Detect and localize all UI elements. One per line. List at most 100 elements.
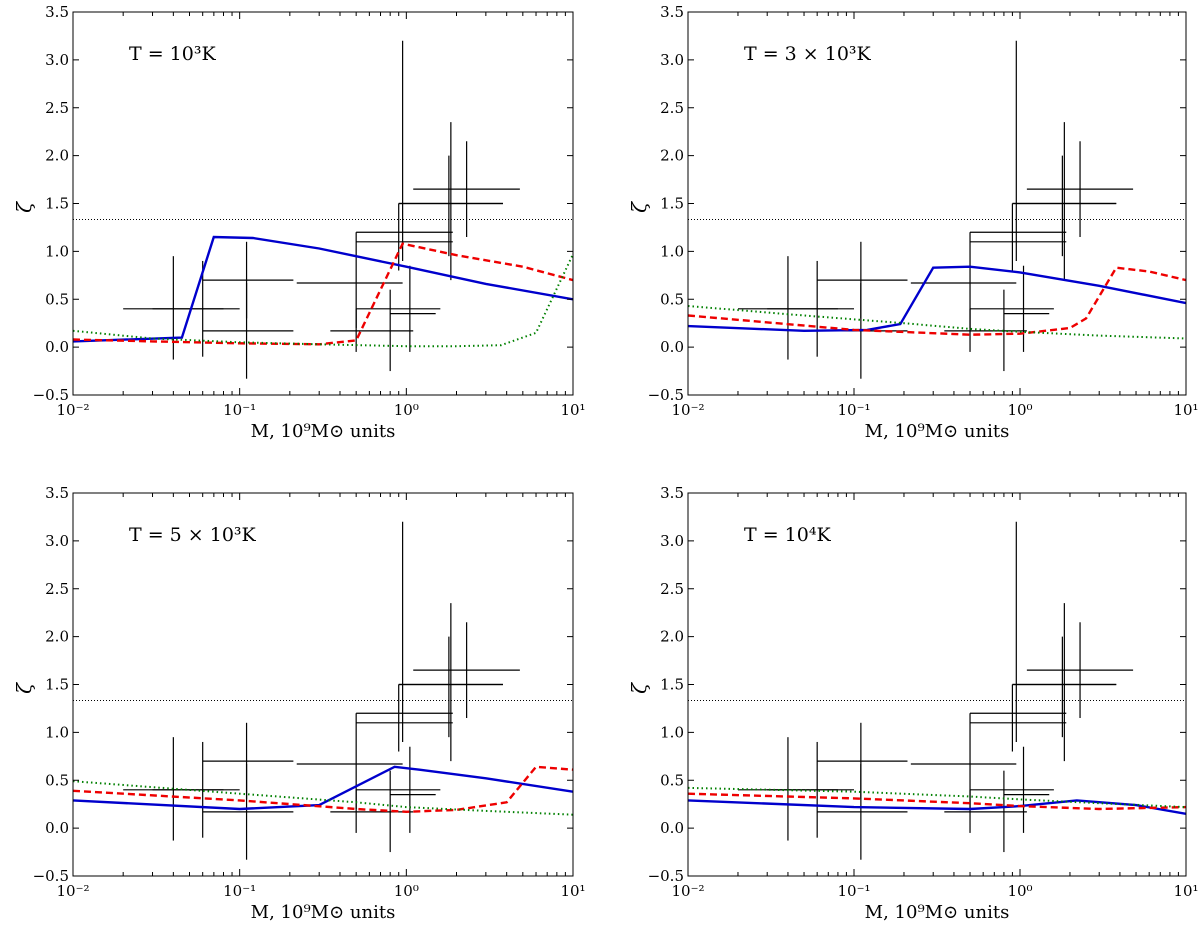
observation-point: [390, 746, 436, 833]
observation-point: [356, 203, 453, 271]
series-line-solid: [73, 765, 573, 811]
x-tick-label: 10⁰: [394, 401, 419, 419]
observation-point: [817, 763, 908, 860]
temperature-annotation: T = 3 × 10³K: [744, 43, 872, 65]
observation-point: [123, 256, 224, 360]
x-tick-label: 10⁻²: [56, 401, 89, 419]
x-axis-label: M, 10⁹M⊙ units: [251, 421, 396, 442]
y-tick-label: 0.5: [660, 290, 684, 308]
series-line-solid: [73, 235, 573, 343]
y-tick-label: 2.5: [45, 580, 69, 598]
y-tick-label: 1.0: [660, 242, 684, 260]
x-tick-label: 10⁻¹: [837, 882, 870, 900]
y-axis-label: ζ: [12, 682, 36, 694]
observation-point: [152, 260, 240, 357]
observation-point: [296, 713, 403, 809]
y-tick-label: 2.5: [660, 580, 684, 598]
series-line-solid: [688, 799, 1186, 815]
y-tick-label: 3.0: [45, 532, 69, 550]
y-tick-label: 1.5: [660, 195, 684, 213]
observation-point: [737, 737, 838, 841]
y-axis-label: ζ: [627, 201, 651, 213]
temperature-annotation: T = 10⁴K: [744, 524, 831, 546]
x-tick-label: 10⁻¹: [223, 882, 256, 900]
plot-area: [688, 521, 1186, 860]
observation-point: [1026, 141, 1134, 238]
plot-area: [73, 40, 573, 379]
y-tick-label: 2.0: [660, 628, 684, 646]
y-axis-label: ζ: [12, 201, 36, 213]
observation-point: [1012, 603, 1117, 762]
observation-point: [970, 40, 1067, 261]
x-tick-label: 10⁻²: [671, 401, 704, 419]
y-tick-label: 3.0: [660, 532, 684, 550]
observation-point: [970, 203, 1067, 271]
series-line-dotted: [73, 780, 573, 816]
observation-point: [398, 603, 503, 762]
chart-panel-4: −0.5 0.0 0.5 1.0 1.5 2.0 2.5 3.0 3.5 10⁻² 10⁻¹ 10⁰ 1…: [627, 484, 1199, 923]
x-tick-label: 10⁰: [394, 882, 419, 900]
observation-point: [202, 722, 294, 800]
y-tick-label: 2.0: [660, 147, 684, 165]
observation-point: [123, 737, 224, 841]
observation-point: [390, 265, 436, 352]
observation-point: [1003, 265, 1050, 352]
observation-point: [413, 141, 520, 238]
y-tick-label: 0.0: [660, 819, 684, 837]
y-tick-label: 1.5: [45, 195, 69, 213]
x-tick-label: 10⁻¹: [837, 401, 870, 419]
series-line-dashed: [688, 266, 1186, 336]
y-tick-label: 0.0: [45, 819, 69, 837]
y-tick-label: 2.5: [45, 99, 69, 117]
observation-point: [1026, 622, 1134, 719]
y-tick-label: 3.5: [660, 484, 684, 502]
observation-point: [356, 521, 453, 742]
observation-point: [356, 684, 453, 752]
chart-panel-3: −0.5 0.0 0.5 1.0 1.5 2.0 2.5 3.0 3.5 10⁻² 10⁻¹ 10⁰ 1…: [12, 484, 586, 923]
y-tick-label: 3.5: [660, 3, 684, 21]
x-tick-label: 10¹: [560, 401, 585, 419]
y-tick-label: −0.5: [648, 386, 684, 404]
y-tick-label: 3.0: [660, 51, 684, 69]
observation-point: [398, 122, 503, 281]
y-tick-label: 2.5: [660, 99, 684, 117]
observation-point: [817, 241, 908, 319]
observation-point: [202, 282, 294, 379]
y-tick-label: 2.0: [45, 628, 69, 646]
y-tick-label: 0.0: [45, 338, 69, 356]
y-tick-label: 0.5: [45, 771, 69, 789]
y-tick-label: 1.0: [45, 723, 69, 741]
x-axis-label: M, 10⁹M⊙ units: [251, 902, 396, 923]
x-tick-label: 10¹: [1173, 401, 1198, 419]
x-tick-label: 10⁰: [1007, 882, 1032, 900]
y-tick-label: 1.0: [660, 723, 684, 741]
y-tick-label: 1.5: [660, 676, 684, 694]
y-axis-label: ζ: [627, 682, 651, 694]
observation-point: [944, 789, 1027, 833]
x-tick-label: 10⁻¹: [223, 401, 256, 419]
y-tick-label: 3.0: [45, 51, 69, 69]
y-tick-label: −0.5: [33, 867, 69, 885]
observation-point: [356, 40, 453, 261]
series-line-dashed: [73, 242, 573, 346]
y-tick-label: 3.5: [45, 3, 69, 21]
observation-point: [970, 521, 1067, 742]
x-tick-label: 10⁻²: [56, 882, 89, 900]
observation-point: [152, 741, 240, 838]
y-tick-label: 3.5: [45, 484, 69, 502]
y-tick-label: −0.5: [648, 867, 684, 885]
y-tick-label: 1.5: [45, 676, 69, 694]
y-tick-label: 2.0: [45, 147, 69, 165]
plot-area: [73, 521, 573, 860]
y-tick-label: 0.5: [660, 771, 684, 789]
observation-point: [767, 260, 854, 357]
observation-point: [970, 684, 1067, 752]
observation-point: [202, 241, 294, 319]
observation-point: [413, 622, 520, 719]
series-line-dashed: [688, 792, 1186, 811]
y-tick-label: 0.5: [45, 290, 69, 308]
temperature-annotation: T = 10³K: [129, 43, 216, 65]
observation-point: [1012, 122, 1117, 281]
temperature-annotation: T = 5 × 10³K: [129, 524, 257, 546]
